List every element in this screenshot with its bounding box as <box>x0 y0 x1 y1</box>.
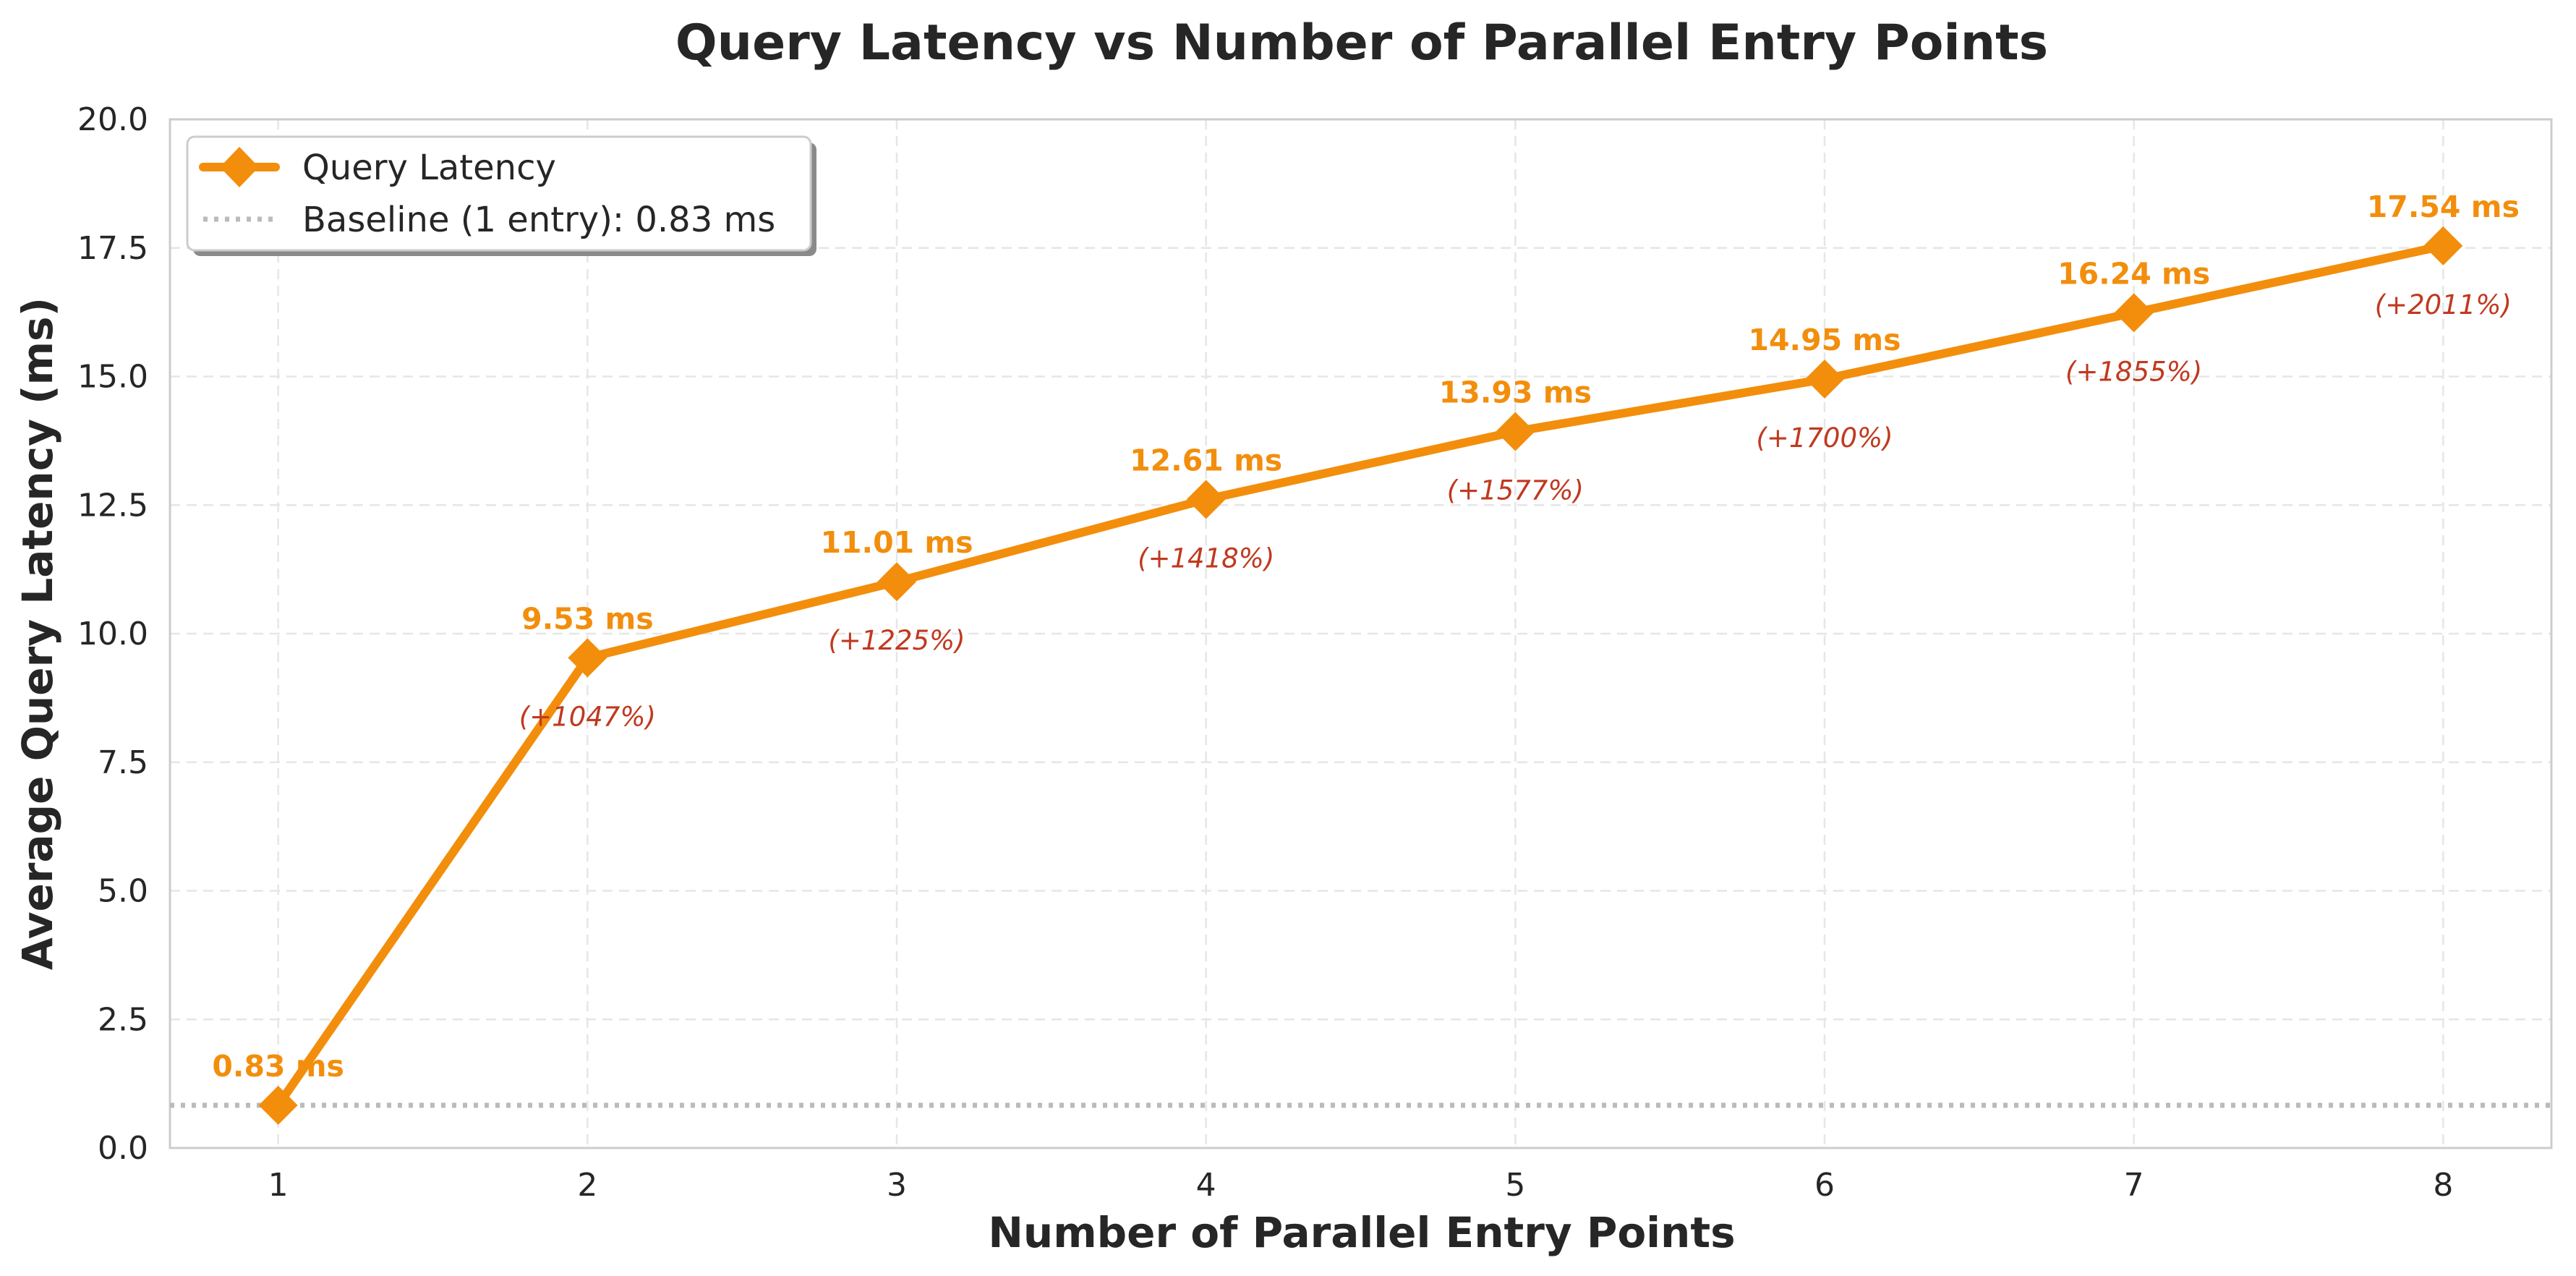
data-point-marker <box>1186 480 1226 519</box>
x-tick-label: 1 <box>268 1167 289 1204</box>
data-point-marker <box>2114 293 2154 333</box>
y-tick-label: 17.5 <box>77 230 148 267</box>
legend-label-query-latency: Query Latency <box>302 148 556 188</box>
value-label: 0.83 ms <box>212 1049 344 1084</box>
x-tick-label: 7 <box>2124 1167 2144 1204</box>
data-point-marker <box>877 562 917 602</box>
value-label: 14.95 ms <box>1748 323 1901 357</box>
x-tick-label: 3 <box>887 1167 907 1204</box>
x-axis-ticks: 1 2 3 4 5 6 7 8 <box>268 1167 2454 1204</box>
percent-change-label: (+1855%) <box>2065 356 2202 387</box>
value-label: 17.54 ms <box>2367 190 2520 224</box>
value-label: 12.61 ms <box>1130 443 1282 477</box>
y-tick-label: 7.5 <box>98 744 148 781</box>
value-label: 11.01 ms <box>820 525 973 560</box>
legend: Query Latency Baseline (1 entry): 0.83 m… <box>186 135 816 256</box>
value-label: 16.24 ms <box>2057 256 2210 291</box>
x-tick-label: 2 <box>577 1167 597 1204</box>
value-label: 9.53 ms <box>521 601 654 636</box>
y-axis-ticks: 0.0 2.5 5.0 7.5 10.0 12.5 15.0 17.5 20.0 <box>77 101 148 1167</box>
data-point-marker <box>1496 412 1535 451</box>
data-point-marker <box>1804 360 1844 399</box>
percent-change-label: (+1047%) <box>519 701 656 732</box>
y-tick-label: 10.0 <box>77 616 148 652</box>
x-axis-title: Number of Parallel Entry Points <box>988 1208 1735 1257</box>
legend-label-baseline: Baseline (1 entry): 0.83 ms <box>302 200 775 240</box>
value-label: 13.93 ms <box>1439 375 1592 410</box>
plot-frame <box>169 118 2553 1149</box>
data-markers <box>258 226 2463 1125</box>
percent-change-label: (+1577%) <box>1447 475 1584 506</box>
y-tick-label: 12.5 <box>77 487 148 524</box>
percent-change-label: (+1225%) <box>828 625 965 656</box>
y-tick-label: 2.5 <box>98 1001 148 1038</box>
series-line-query-latency <box>273 241 2448 1110</box>
x-tick-label: 4 <box>1196 1167 1216 1204</box>
y-tick-label: 0.0 <box>98 1130 148 1167</box>
legend-box <box>186 135 812 252</box>
y-axis-title: Average Query Latency (ms) <box>13 297 62 970</box>
data-point-marker <box>2423 226 2463 265</box>
x-tick-label: 6 <box>1814 1167 1835 1204</box>
percent-change-label: (+1700%) <box>1756 422 1893 454</box>
x-tick-label: 8 <box>2433 1167 2453 1204</box>
x-tick-label: 5 <box>1505 1167 1525 1204</box>
data-labels: 0.83 ms 9.53 ms (+1047%) 11.01 ms (+1225%) 12… <box>212 190 2519 1084</box>
y-tick-label: 15.0 <box>77 359 148 396</box>
percent-change-label: (+2011%) <box>2375 289 2512 320</box>
chart-title: Query Latency vs Number of Parallel Entr… <box>675 14 2048 72</box>
y-tick-label: 20.0 <box>77 101 148 138</box>
percent-change-label: (+1418%) <box>1138 543 1274 574</box>
legend-marker-query-latency <box>220 147 259 187</box>
y-tick-label: 5.0 <box>98 873 148 910</box>
data-point-marker <box>568 638 607 678</box>
data-point-marker <box>258 1085 298 1125</box>
